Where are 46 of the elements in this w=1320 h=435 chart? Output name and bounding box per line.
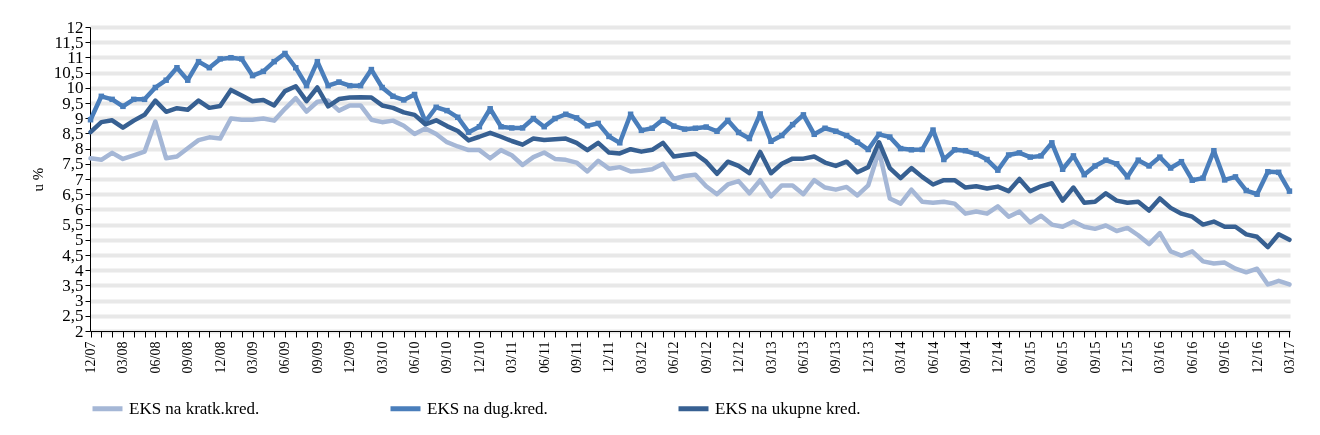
line-series <box>88 84 1292 250</box>
x-tick-label: 12/13 <box>860 341 876 374</box>
x-tick-label: 12/08 <box>212 341 228 374</box>
y-axis-title: u % <box>29 167 46 192</box>
x-tick-label: 09/09 <box>309 341 325 374</box>
x-tick-label: 09/08 <box>180 341 196 374</box>
x-tick-label: 12/15 <box>1119 341 1135 374</box>
x-tick-label: 12/10 <box>471 341 487 374</box>
x-tick-label: 06/15 <box>1055 341 1071 374</box>
x-tick-label: 06/10 <box>407 341 423 374</box>
y-tick-label: 12 <box>66 17 84 37</box>
x-tick-label: 09/15 <box>1087 341 1103 374</box>
x-tick-label: 12/16 <box>1249 341 1265 374</box>
x-tick-label: 03/13 <box>763 341 779 374</box>
x-tick-label: 03/08 <box>115 341 131 374</box>
x-tick-label: 03/15 <box>1022 341 1038 374</box>
x-tick-label: 03/10 <box>374 341 390 374</box>
x-tick-label: 12/12 <box>731 341 747 374</box>
x-tick-label: 12/07 <box>83 341 99 374</box>
legend-label: EKS na dug.kred. <box>427 398 548 418</box>
x-tick-label: 12/11 <box>601 341 617 373</box>
x-tick-label: 03/17 <box>1281 341 1297 374</box>
y-tick-label: 10,5 <box>53 63 84 83</box>
x-tick-label: 03/14 <box>893 341 909 374</box>
x-tick-label: 06/13 <box>795 341 811 374</box>
x-tick-label: 03/12 <box>633 341 649 374</box>
x-tick-label: 09/13 <box>828 341 844 374</box>
x-tick-label: 03/16 <box>1152 341 1168 374</box>
line-series <box>88 95 1292 287</box>
x-tick-label: 06/11 <box>536 341 552 373</box>
x-tick-label: 06/12 <box>666 341 682 374</box>
legend-label: EKS na ukupne kred. <box>715 398 861 418</box>
legend-label: EKS na kratk.kred. <box>129 398 260 418</box>
x-tick-label: 12/09 <box>342 341 358 374</box>
x-tick-label: 06/16 <box>1184 341 1200 374</box>
x-tick-label: 06/09 <box>277 341 293 374</box>
x-tick-label: 06/14 <box>925 341 941 374</box>
x-tick-label: 09/16 <box>1217 341 1233 374</box>
x-tick-label: 03/09 <box>245 341 261 374</box>
x-tick-label: 06/08 <box>147 341 163 374</box>
x-tick-label: 03/11 <box>504 341 520 373</box>
x-tick-label: 09/14 <box>957 341 973 374</box>
x-tick-label: 09/11 <box>569 341 585 373</box>
x-tick-label: 09/10 <box>439 341 455 374</box>
x-tick-label: 12/14 <box>990 341 1006 374</box>
x-tick-label: 09/12 <box>698 341 714 374</box>
